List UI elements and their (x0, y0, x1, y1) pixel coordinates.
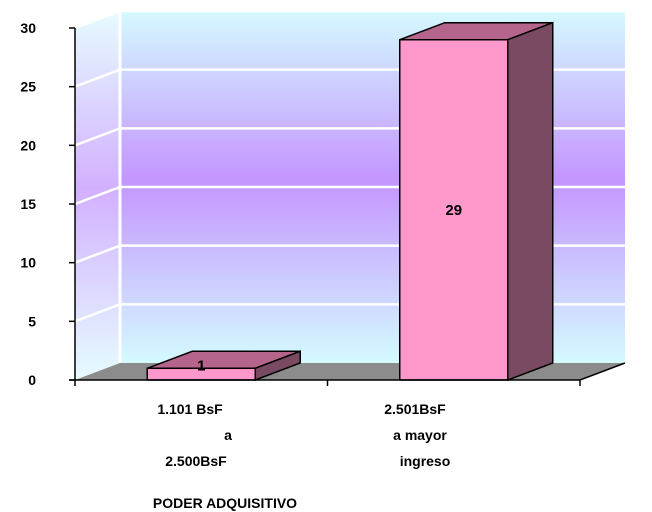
x-axis-title: PODER ADQUISITIVO (153, 495, 297, 511)
category-label: 2.500BsF (165, 453, 227, 469)
category-label: ingreso (400, 453, 451, 469)
bar-side (507, 21, 554, 382)
y-tick-label: 30 (20, 20, 36, 36)
gridline (74, 9, 625, 30)
bar-side (254, 350, 301, 382)
category-label: 2.501BsF (384, 401, 446, 417)
bar-0 (146, 350, 301, 382)
y-tick-label: 10 (20, 255, 36, 271)
category-label: a (224, 427, 232, 443)
category-label: 1.101 BsF (157, 401, 223, 417)
y-tick-label: 15 (20, 196, 36, 212)
category-label: a mayor (393, 427, 447, 443)
data-label: 1 (197, 357, 205, 374)
bar-1 (399, 21, 554, 382)
bar-front (399, 38, 509, 381)
axes (69, 27, 626, 386)
y-tick-label: 5 (28, 313, 36, 329)
y-tick-label: 25 (20, 79, 36, 95)
y-tick-label: 20 (20, 137, 36, 153)
data-label: 29 (445, 202, 462, 219)
bars (146, 21, 554, 382)
y-tick-label: 0 (28, 372, 36, 388)
